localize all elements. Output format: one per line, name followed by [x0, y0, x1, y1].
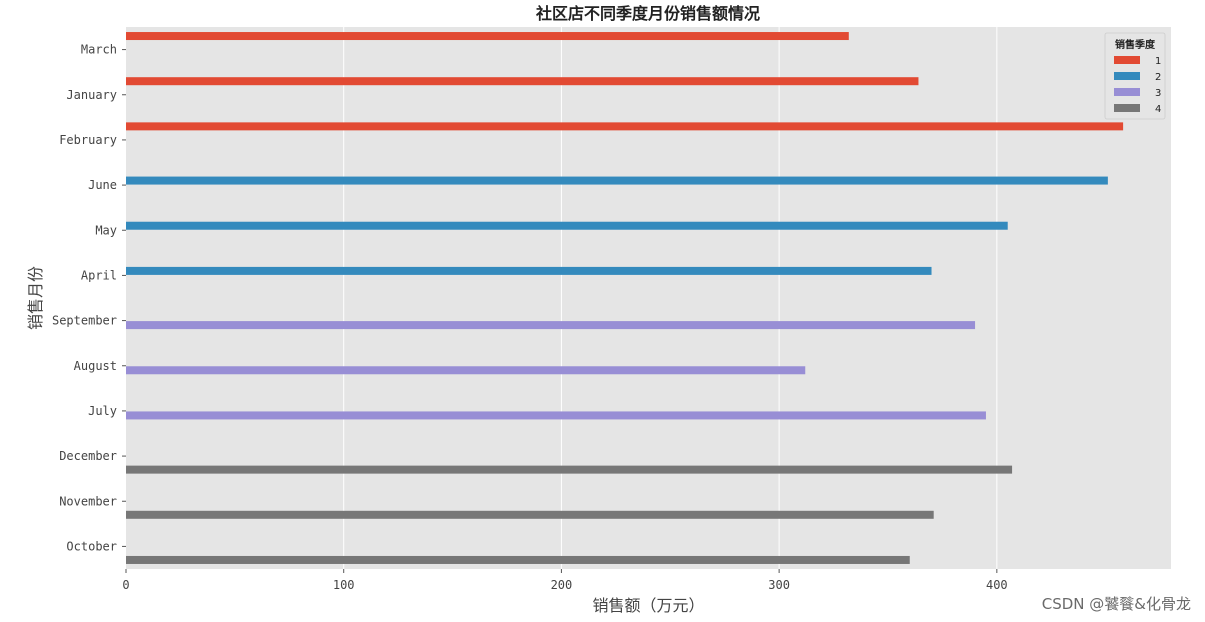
plot-background: [126, 27, 1171, 569]
y-axis-label: 销售月份: [26, 266, 45, 330]
bar-november: [126, 510, 934, 519]
bar-january: [126, 77, 919, 86]
bar-october: [126, 555, 910, 564]
legend-swatch: [1114, 56, 1140, 64]
y-tick-label: July: [88, 404, 117, 418]
y-tick-label: March: [81, 43, 117, 57]
x-tick-label: 100: [333, 578, 355, 592]
gridlines: [343, 27, 998, 569]
bar-june: [126, 176, 1108, 185]
y-tick-label: December: [59, 449, 117, 463]
y-tick-label: September: [52, 314, 117, 328]
y-tick-label: April: [81, 268, 117, 282]
y-tick-label: October: [66, 539, 117, 553]
bars: [126, 32, 1124, 564]
legend: 销售季度 1 2 3 4: [1104, 32, 1166, 120]
x-tick-label: 0: [122, 578, 129, 592]
legend-entry: 1: [1155, 56, 1161, 67]
bar-march: [126, 32, 849, 41]
bar-september: [126, 321, 976, 330]
x-axis-label: 销售额（万元）: [592, 596, 704, 615]
y-tick-label: November: [59, 494, 117, 508]
y-tick-label: January: [66, 88, 117, 102]
y-tick-label: June: [88, 178, 117, 192]
chart-title: 社区店不同季度月份销售额情况: [535, 4, 760, 23]
watermark: CSDN @饕餮&化骨龙: [1041, 595, 1191, 613]
x-tick-label: 400: [986, 578, 1008, 592]
bar-february: [126, 122, 1124, 131]
legend-swatch: [1114, 104, 1140, 112]
legend-swatch: [1114, 88, 1140, 96]
legend-entry: 2: [1155, 72, 1161, 83]
y-tick-label: February: [59, 133, 117, 147]
bar-april: [126, 266, 932, 275]
bar-may: [126, 221, 1008, 230]
legend-entry: 4: [1155, 104, 1161, 115]
legend-entry: 3: [1155, 88, 1161, 99]
bar-august: [126, 366, 806, 375]
x-tick-labels: 0 100 200 300 400: [122, 569, 1008, 592]
y-tick-labels: March January February June May April Septembe…: [52, 43, 126, 553]
x-tick-label: 200: [551, 578, 573, 592]
legend-swatch: [1114, 72, 1140, 80]
legend-title: 销售季度: [1115, 38, 1156, 51]
bar-december: [126, 465, 1013, 474]
y-tick-label: May: [95, 223, 117, 237]
x-tick-label: 300: [768, 578, 790, 592]
y-tick-label: August: [74, 359, 117, 373]
bar-july: [126, 411, 986, 420]
